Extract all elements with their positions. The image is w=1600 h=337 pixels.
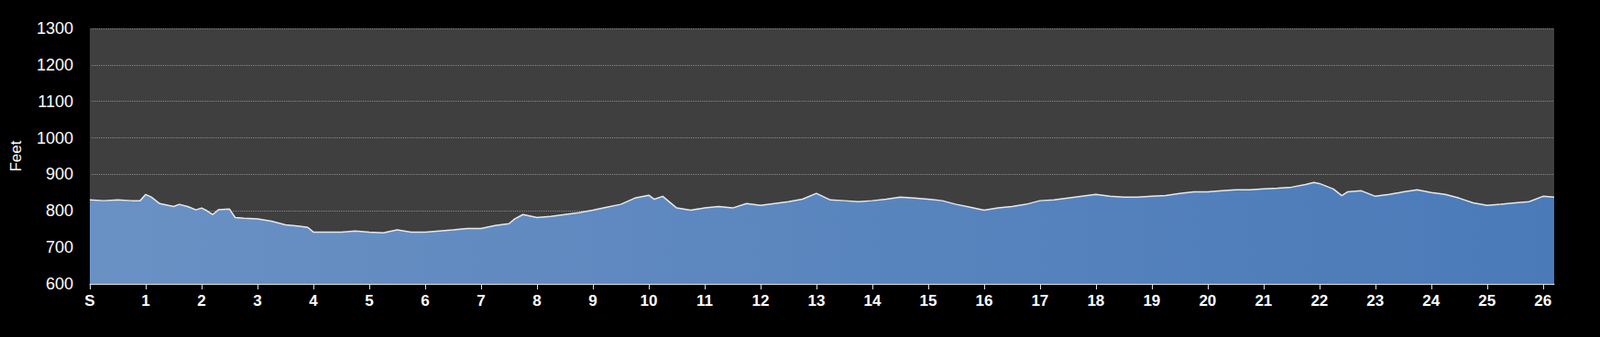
svg-text:9: 9 [588,292,597,310]
svg-text:19: 19 [1142,292,1161,310]
svg-text:16: 16 [975,292,993,310]
svg-text:7: 7 [476,292,485,310]
svg-text:17: 17 [1030,292,1049,310]
svg-text:25: 25 [1478,292,1496,310]
svg-text:1100: 1100 [37,92,74,111]
svg-text:24: 24 [1422,292,1440,310]
svg-text:1: 1 [141,292,150,310]
svg-text:1000: 1000 [36,129,74,148]
svg-text:1200: 1200 [36,55,74,75]
svg-text:600: 600 [45,274,74,294]
svg-text:700: 700 [45,238,74,257]
svg-text:23: 23 [1366,292,1384,310]
svg-text:800: 800 [45,201,74,220]
svg-text:10: 10 [639,292,658,310]
svg-text:2: 2 [197,292,206,310]
svg-text:20: 20 [1198,292,1217,310]
svg-text:900: 900 [45,164,74,184]
svg-text:4: 4 [308,292,318,310]
svg-text:12: 12 [751,292,769,310]
svg-text:6: 6 [420,292,429,310]
svg-text:14: 14 [863,292,881,310]
svg-text:3: 3 [252,292,262,310]
svg-text:21: 21 [1254,292,1272,310]
svg-text:S: S [84,292,95,310]
svg-text:13: 13 [807,292,825,310]
svg-text:5: 5 [364,292,373,310]
svg-text:22: 22 [1310,292,1328,310]
svg-text:8: 8 [532,292,541,310]
svg-text:Feet: Feet [7,140,25,172]
svg-text:15: 15 [919,292,937,310]
svg-text:18: 18 [1086,292,1105,310]
svg-text:11: 11 [696,292,713,310]
svg-text:1300: 1300 [36,19,74,38]
svg-text:26: 26 [1534,292,1552,310]
